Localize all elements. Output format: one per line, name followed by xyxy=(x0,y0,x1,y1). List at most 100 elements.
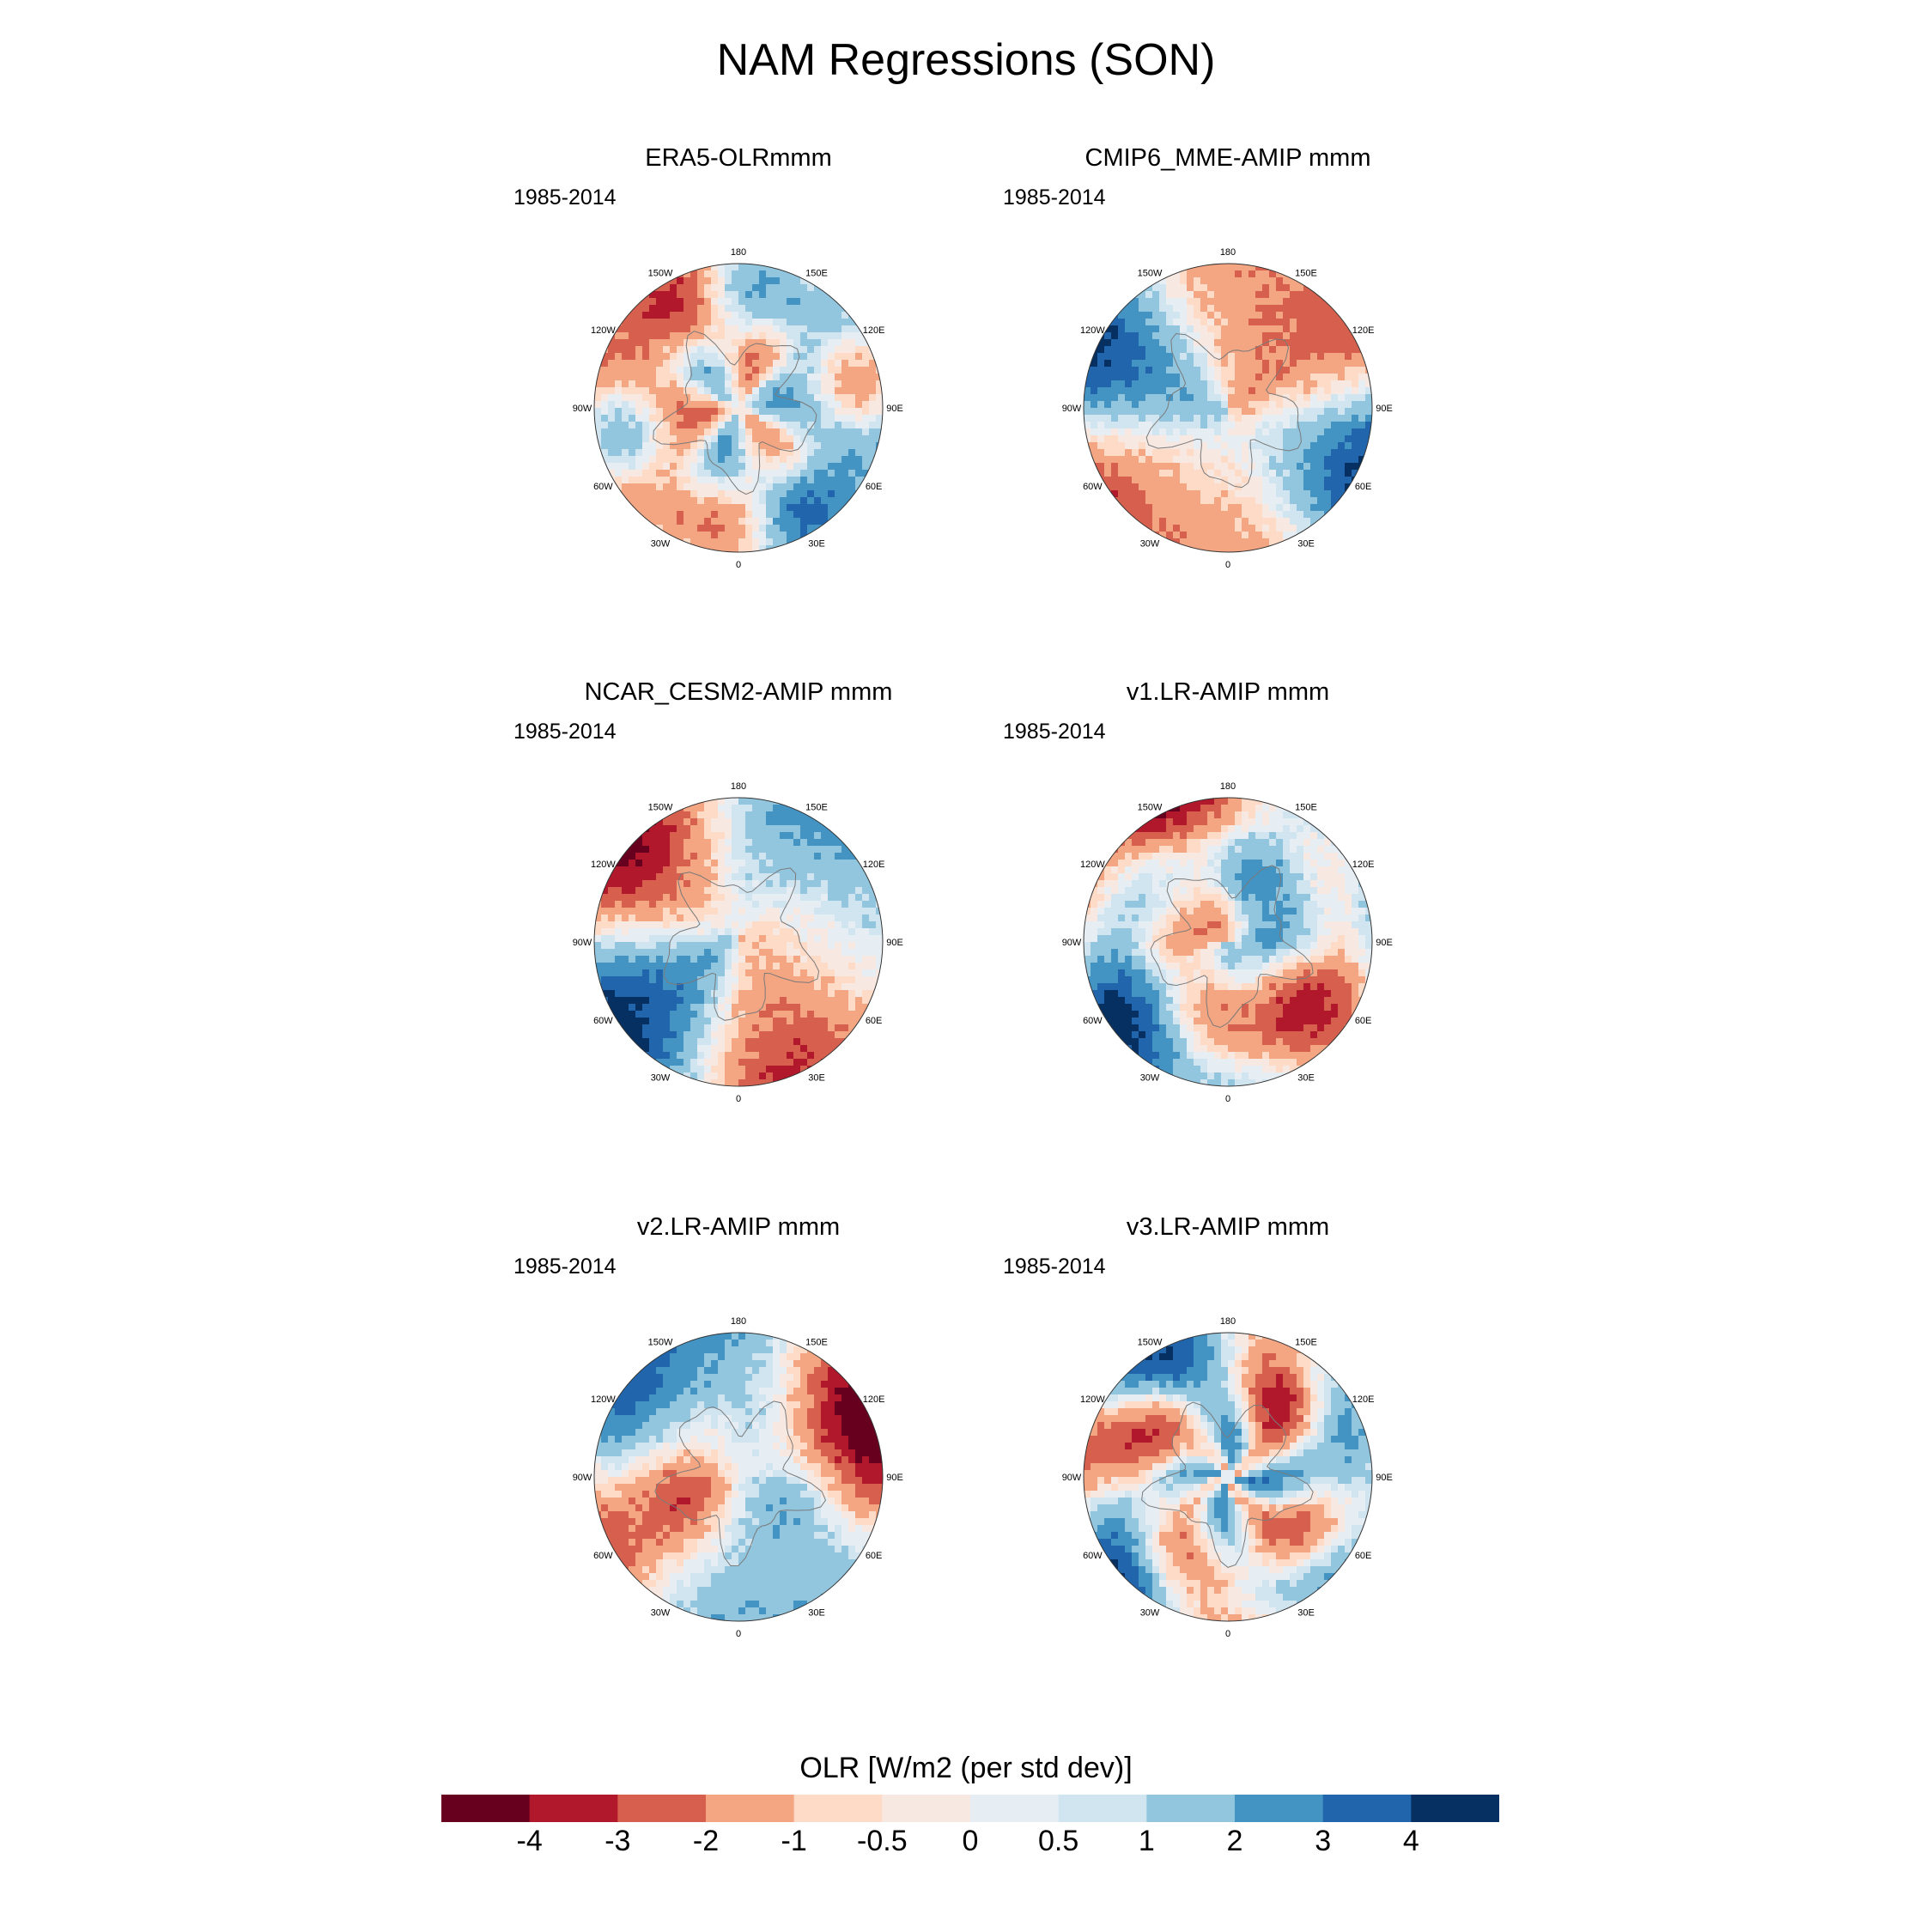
field-cell xyxy=(1214,360,1222,368)
field-cell xyxy=(663,442,671,450)
field-cell xyxy=(752,853,760,860)
field-cell xyxy=(773,380,781,388)
field-cell xyxy=(711,270,719,278)
field-cell xyxy=(1180,532,1188,539)
field-cell xyxy=(780,1024,787,1032)
field-cell xyxy=(718,921,726,929)
field-cell xyxy=(601,374,609,381)
field-cell xyxy=(663,483,671,491)
field-cell xyxy=(677,284,684,292)
field-cell xyxy=(1303,504,1311,512)
field-cell xyxy=(594,428,602,436)
field-cell xyxy=(800,1011,808,1018)
field-cell xyxy=(835,387,842,395)
field-cell xyxy=(1187,497,1194,505)
field-cell xyxy=(1104,422,1112,429)
field-cell xyxy=(635,976,643,984)
field-cell xyxy=(690,538,698,546)
field-cell xyxy=(745,394,753,402)
field-cell xyxy=(835,942,842,950)
field-cell xyxy=(629,477,636,484)
field-cell xyxy=(1255,470,1263,477)
field-cell xyxy=(766,956,774,963)
field-cell xyxy=(752,380,760,388)
field-cell xyxy=(862,360,870,368)
field-cell xyxy=(690,456,698,464)
field-cell xyxy=(1262,470,1270,477)
field-cell xyxy=(1317,456,1325,464)
field-cell xyxy=(649,360,657,368)
field-cell xyxy=(828,1052,835,1060)
field-cell xyxy=(876,353,883,361)
field-cell xyxy=(1262,380,1270,388)
field-cell xyxy=(752,935,760,943)
field-cell xyxy=(821,942,829,950)
field-cell xyxy=(1139,832,1146,840)
field-cell xyxy=(1152,477,1160,484)
field-cell xyxy=(787,887,794,895)
field-cell xyxy=(759,921,767,929)
field-cell xyxy=(690,511,698,519)
field-cell xyxy=(773,1072,781,1080)
field-cell xyxy=(1235,545,1242,552)
field-cell xyxy=(787,525,794,532)
field-cell xyxy=(807,435,815,443)
field-cell xyxy=(738,518,746,526)
field-cell xyxy=(1324,339,1332,347)
field-cell xyxy=(697,894,705,902)
field-cell xyxy=(738,1072,746,1080)
field-cell xyxy=(752,928,760,936)
field-cell xyxy=(745,894,753,902)
field-cell xyxy=(1104,394,1112,402)
field-cell xyxy=(773,518,781,526)
field-cell xyxy=(828,1011,835,1018)
field-cell xyxy=(1249,394,1256,402)
field-cell xyxy=(1145,846,1153,854)
field-cell xyxy=(1242,490,1249,498)
field-cell xyxy=(766,477,774,484)
field-cell xyxy=(663,963,671,970)
field-cell xyxy=(759,935,767,943)
field-cell xyxy=(1145,490,1153,498)
field-cell xyxy=(677,360,684,368)
field-cell xyxy=(1111,449,1119,457)
field-cell xyxy=(841,880,849,888)
field-cell xyxy=(629,1045,636,1053)
field-cell xyxy=(670,914,677,922)
field-cell xyxy=(594,346,602,354)
field-cell xyxy=(663,332,671,340)
field-cell xyxy=(1166,866,1174,874)
field-cell xyxy=(773,284,781,292)
field-cell xyxy=(732,811,739,819)
field-cell xyxy=(1283,490,1291,498)
field-cell xyxy=(1283,422,1291,429)
field-cell xyxy=(1228,497,1236,505)
field-cell xyxy=(725,928,732,936)
field-cell xyxy=(642,360,650,368)
field-cell xyxy=(642,1045,650,1053)
field-cell xyxy=(766,983,774,991)
field-cell xyxy=(1221,394,1229,402)
field-cell xyxy=(1111,463,1119,471)
field-cell xyxy=(1200,449,1208,457)
field-cell xyxy=(793,997,801,1005)
field-cell xyxy=(601,339,609,347)
field-cell xyxy=(1358,415,1366,422)
field-cell xyxy=(663,880,671,888)
field-cell xyxy=(683,921,691,929)
field-cell xyxy=(690,942,698,950)
field-cell xyxy=(718,291,726,299)
field-cell xyxy=(793,463,801,471)
field-cell xyxy=(1255,270,1263,278)
field-cell xyxy=(622,1004,629,1012)
field-cell xyxy=(663,504,671,512)
field-cell xyxy=(800,463,808,471)
field-cell xyxy=(697,277,705,285)
field-cell xyxy=(732,949,739,957)
field-cell xyxy=(1235,490,1242,498)
field-cell xyxy=(1173,511,1181,519)
field-cell xyxy=(773,360,781,368)
field-cell xyxy=(718,380,726,388)
field-cell xyxy=(1194,532,1201,539)
field-cell xyxy=(1084,367,1091,374)
